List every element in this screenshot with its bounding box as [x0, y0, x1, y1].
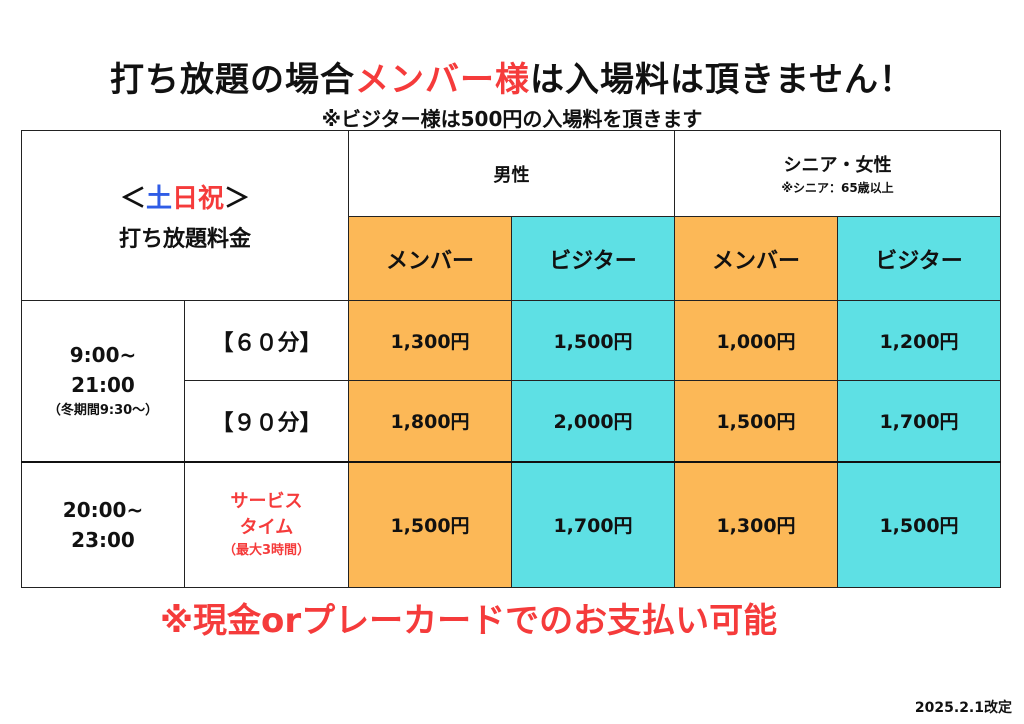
- daytime-hours: 9:00~ 21:00 （冬期間9:30～）: [21, 300, 185, 462]
- saturday-label: 土: [145, 184, 172, 214]
- price-cell: 1,800円: [348, 380, 512, 462]
- price-cell: 1,500円: [511, 300, 675, 381]
- group-senior-female: シニア・女性 ※シニア：65歳以上: [674, 130, 1001, 217]
- corner-title: 打ち放題料金: [118, 227, 251, 252]
- price-cell: 1,500円: [837, 460, 1001, 588]
- col-senior-visitor: ビジター: [837, 216, 1001, 301]
- weekend-label: ＜土日祝＞: [119, 184, 251, 214]
- sunday-holiday-label: 日祝: [172, 184, 225, 214]
- price-cell: 1,300円: [674, 460, 838, 588]
- price-cell: 1,000円: [674, 300, 838, 381]
- column-header-row: メンバー ビジター メンバー ビジター: [22, 216, 1001, 301]
- table-header-row: ＜土日祝＞ 打ち放題料金 男性 シニア・女性 ※シニア：65歳以上: [21, 130, 1001, 301]
- col-male-visitor: ビジター: [511, 216, 675, 301]
- revision-date: 2025.2.1改定: [914, 700, 1012, 716]
- col-senior-member: メンバー: [674, 216, 838, 301]
- evening-hours: 20:00~ 23:00: [21, 460, 185, 588]
- table-row: 20:00~ 23:00 サービス タイム （最大3時間） 1,500円 1,7…: [21, 460, 1001, 588]
- title-suffix: は入場料は頂きません！: [530, 60, 914, 100]
- title-highlight: メンバー様: [355, 60, 530, 100]
- service-time-label: サービス タイム （最大3時間）: [184, 460, 349, 588]
- table-row: 9:00~ 21:00 （冬期間9:30～） 【６０分】 1,300円 1,50…: [21, 300, 1001, 462]
- page-subtitle: ※ビジター様は500円の入場料を頂きます: [321, 107, 703, 131]
- payment-note: ※現金orプレーカードでのお支払い可能: [160, 601, 778, 641]
- price-cell: 1,500円: [348, 460, 512, 588]
- price-cell: 1,700円: [837, 380, 1001, 462]
- group-senior-note: ※シニア：65歳以上: [781, 181, 894, 195]
- price-table: ＜土日祝＞ 打ち放題料金 男性 シニア・女性 ※シニア：65歳以上 メンバー ビ…: [21, 130, 1001, 588]
- price-cell: 2,000円: [511, 380, 675, 462]
- service-time-note: （最大3時間）: [222, 542, 311, 558]
- price-cell: 1,300円: [348, 300, 512, 381]
- price-cell: 1,200円: [837, 300, 1001, 381]
- duration-90: 【９０分】: [184, 380, 349, 462]
- table-corner: ＜土日祝＞ 打ち放題料金: [21, 130, 349, 301]
- table-row: 【９０分】 1,800円 2,000円 1,500円 1,700円: [22, 380, 1001, 462]
- title-prefix: 打ち放題の場合: [110, 60, 355, 100]
- col-male-member: メンバー: [348, 216, 512, 301]
- group-male-label: 男性: [493, 164, 530, 186]
- group-male: 男性: [348, 130, 675, 217]
- winter-note: （冬期間9:30～）: [47, 402, 159, 418]
- group-senior-female-label: シニア・女性: [783, 155, 892, 176]
- duration-60: 【６０分】: [184, 300, 349, 381]
- price-cell: 1,500円: [674, 380, 838, 462]
- page-title: 打ち放題の場合メンバー様は入場料は頂きません！: [0, 52, 1024, 101]
- price-cell: 1,700円: [511, 460, 675, 588]
